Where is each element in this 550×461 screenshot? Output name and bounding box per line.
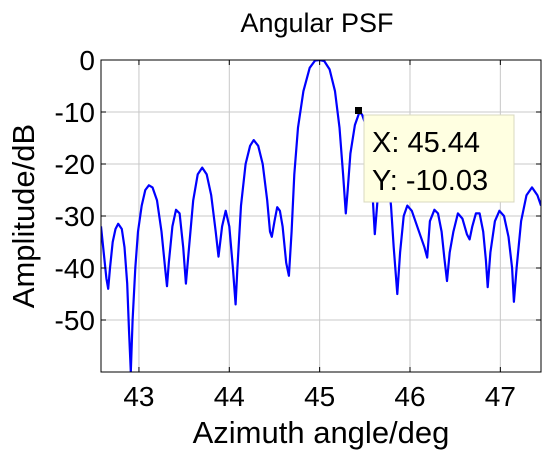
y-tick-labels: 0 -10 -20 -30 -40 -50 [55, 45, 95, 336]
series-line[interactable] [101, 60, 541, 372]
plot-series-group [101, 60, 541, 372]
y-tick-label: -50 [55, 305, 95, 336]
y-tick-label: -40 [55, 253, 95, 284]
tick-marks [101, 59, 541, 372]
datatip-x-text: X: 45.44 [372, 127, 480, 159]
x-tick-labels: 43 44 45 46 47 [123, 381, 516, 412]
datatip-marker[interactable] [355, 107, 362, 114]
y-tick-label: -20 [55, 149, 95, 180]
x-axis-label: Azimuth angle/deg [193, 415, 450, 450]
y-tick-label: -10 [55, 97, 95, 128]
x-tick-label: 43 [123, 381, 154, 412]
datatip-box [363, 114, 515, 203]
x-tick-label: 46 [394, 381, 425, 412]
datatip[interactable]: X: 45.44 Y: -10.03 [355, 107, 515, 203]
x-tick-label: 47 [485, 381, 516, 412]
y-tick-label: 0 [79, 45, 95, 76]
chart-title: Angular PSF [240, 8, 393, 38]
datatip-y-text: Y: -10.03 [372, 165, 488, 197]
y-axis-label: Amplitude/dB [6, 124, 41, 308]
y-tick-label: -30 [55, 201, 95, 232]
x-tick-label: 45 [304, 381, 335, 412]
x-tick-label: 44 [214, 381, 245, 412]
